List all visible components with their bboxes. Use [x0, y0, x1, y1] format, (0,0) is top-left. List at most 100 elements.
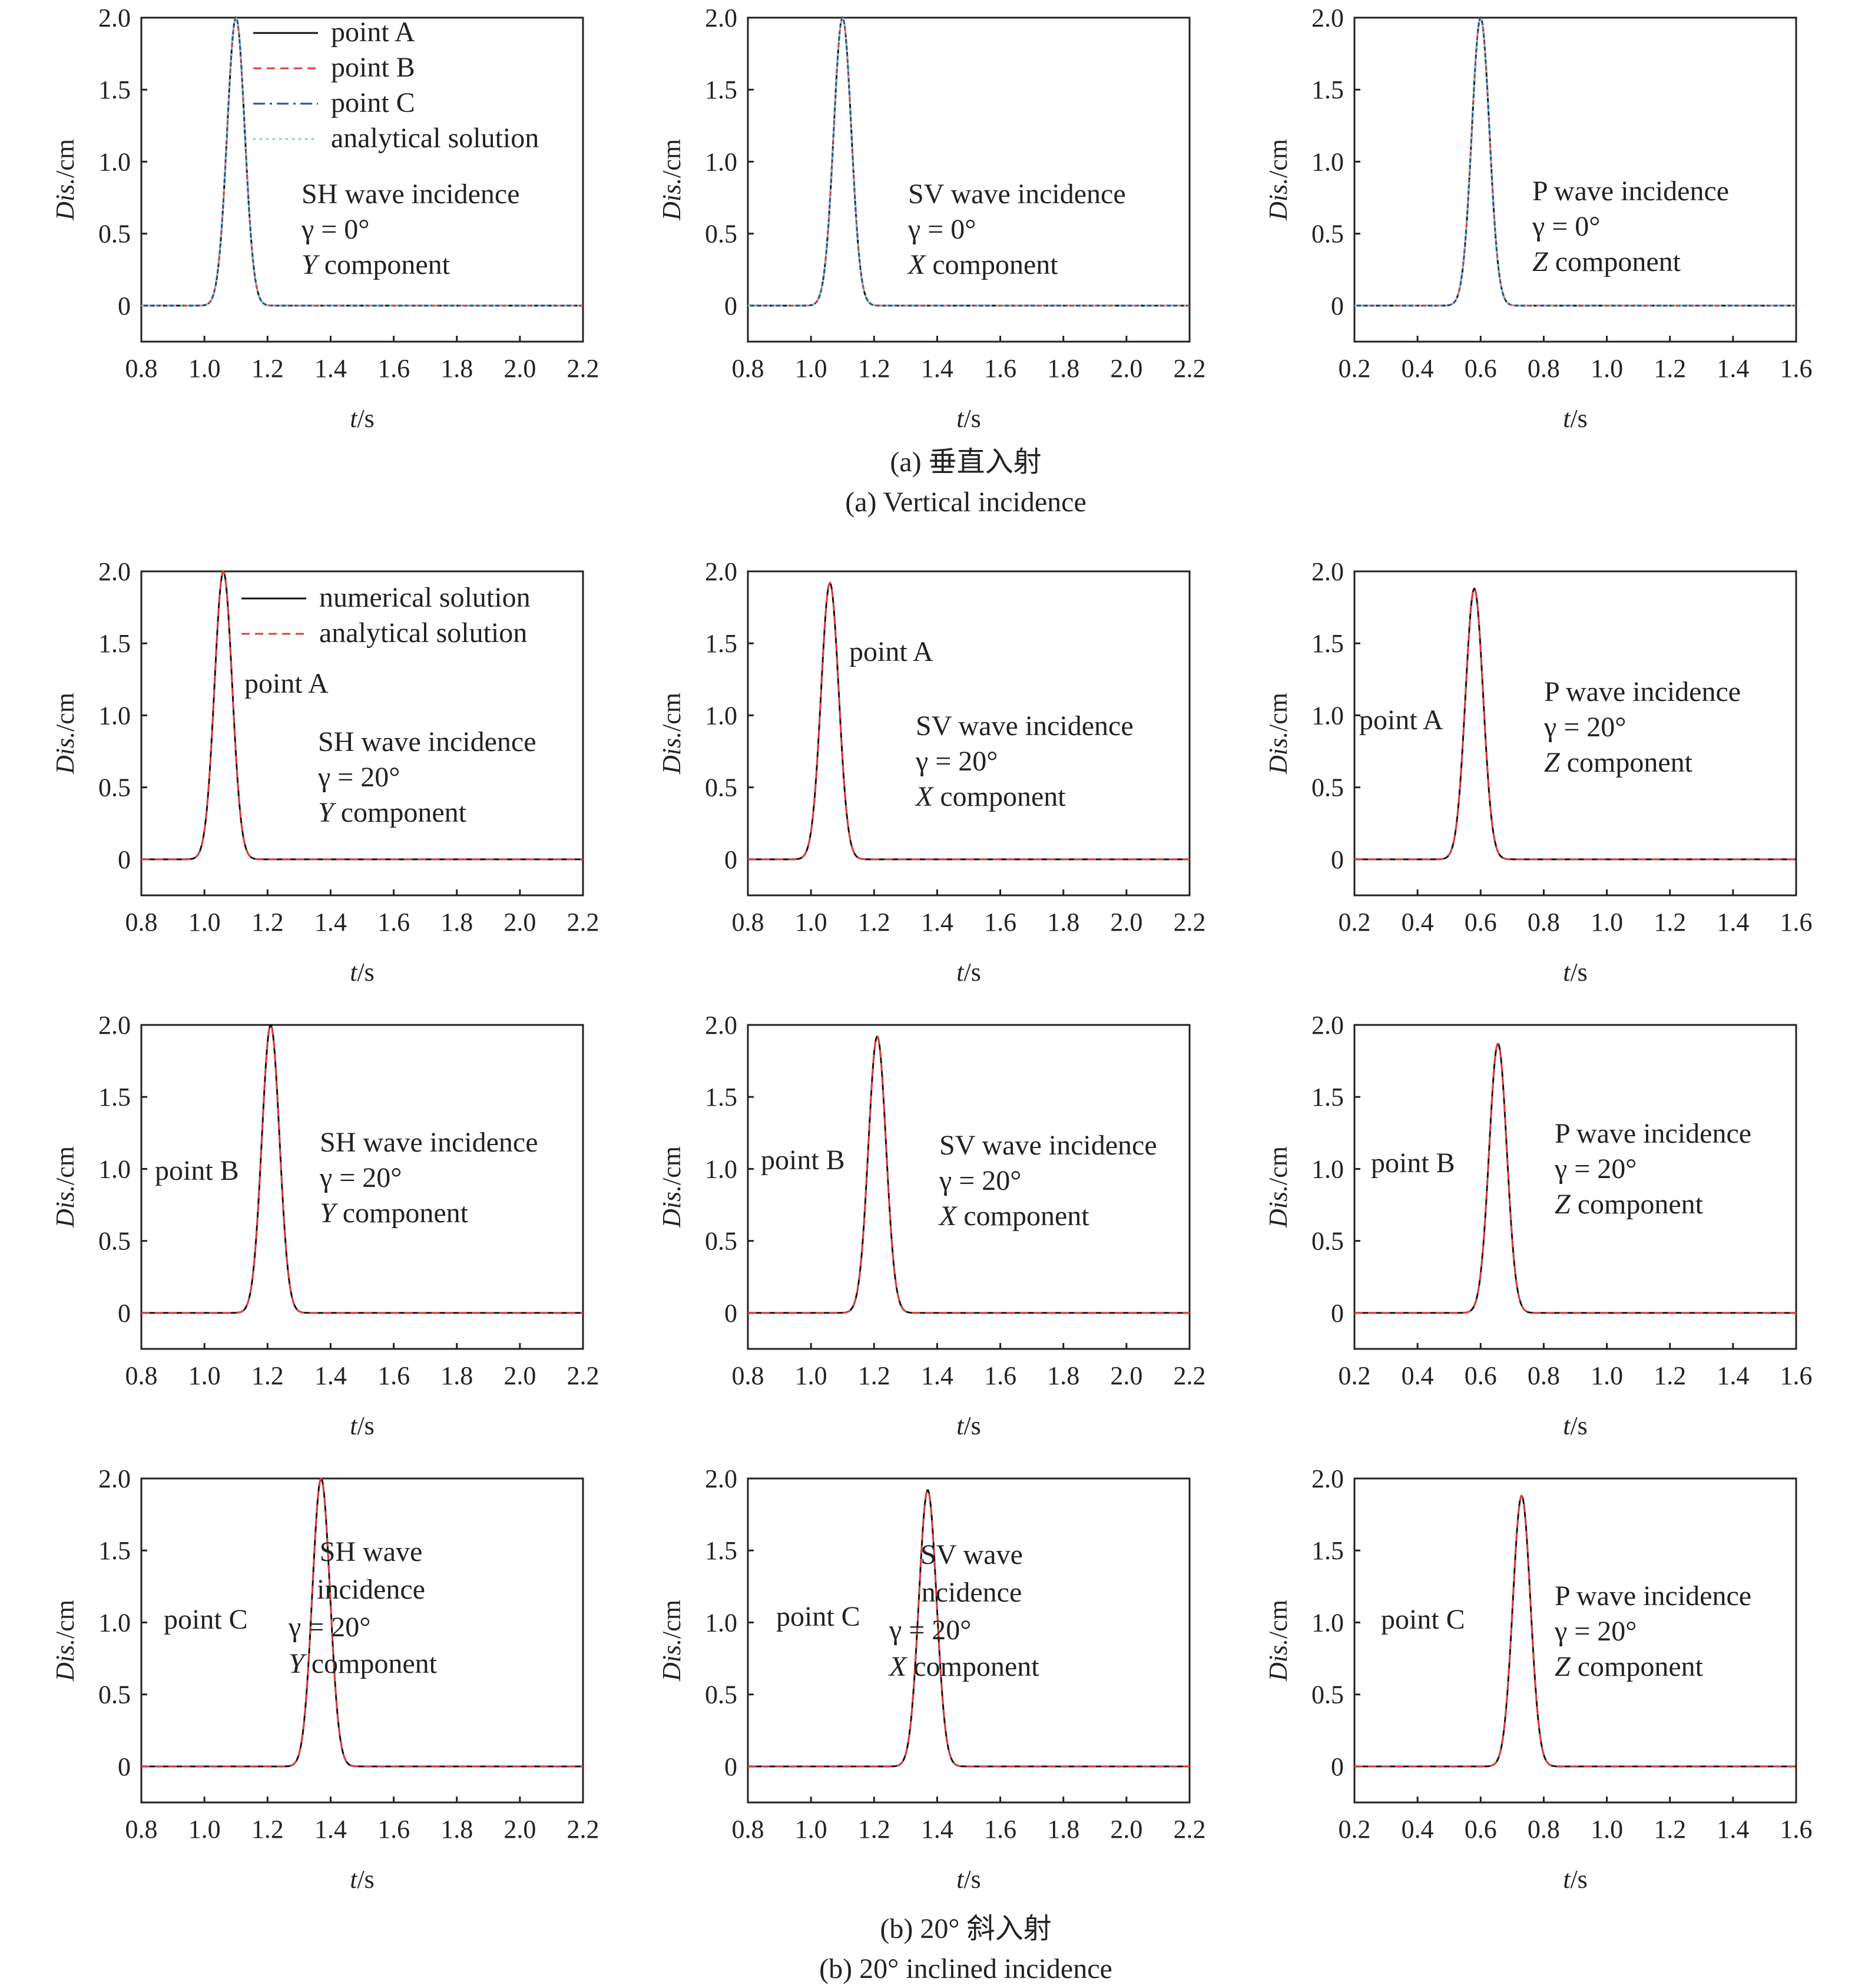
- x-tick-label: 1.2: [251, 354, 284, 383]
- x-axis-label: t/s: [1563, 1865, 1588, 1894]
- series-line-2: [141, 16, 583, 307]
- x-tick-label: 0.8: [1528, 1815, 1560, 1844]
- y-tick-label: 1.0: [98, 1155, 131, 1183]
- x-tick-label: 1.2: [251, 908, 284, 937]
- point-label: point A: [849, 636, 933, 667]
- y-tick-label: 2.0: [1311, 1464, 1344, 1493]
- series-line-2: [1354, 1043, 1796, 1314]
- x-tick-label: 0.8: [1528, 1361, 1560, 1390]
- y-tick-label: 0: [724, 845, 737, 874]
- legend-label: point A: [331, 16, 415, 48]
- y-tick-label: 1.0: [1311, 147, 1344, 176]
- x-tick-label: 0.6: [1465, 1361, 1497, 1390]
- gamma-label: γ = 20°: [288, 1612, 370, 1643]
- y-tick-label: 0: [118, 1752, 131, 1781]
- x-tick-label: 0.8: [1528, 908, 1560, 937]
- y-tick-label: 2.0: [1311, 557, 1344, 586]
- x-tick-label: 1.2: [1654, 1815, 1686, 1844]
- y-tick-label: 1.5: [705, 1536, 737, 1565]
- y-tick-label: 0: [1331, 292, 1344, 320]
- panel-6: 0.2 0.4 0.6 0.8 1.0 1.2 1.4 1.6 0 0.5 1.0 1.5 2.0 Dis…: [1264, 557, 1813, 987]
- annotation: SV wave incidence γ = 20° X component: [938, 1130, 1157, 1232]
- series-line-2: [141, 1477, 583, 1768]
- y-tick-label: 1.0: [98, 701, 131, 730]
- x-tick-label: 1.6: [1780, 354, 1813, 383]
- plot-frame: [1353, 1024, 1797, 1350]
- x-tick-label: 1.8: [440, 1815, 473, 1844]
- x-tick-label: 2.0: [1110, 1815, 1142, 1844]
- annotation: P wave incidence γ = 20° Z component: [1554, 1580, 1751, 1682]
- y-tick-label: 2.0: [1311, 4, 1344, 32]
- y-tick-label: 0.5: [1311, 220, 1344, 249]
- x-tick-label: 0.8: [125, 1815, 158, 1844]
- annotation: SH wave incidence γ = 0° Y component: [301, 178, 520, 280]
- caption-b-en: (b) 20° inclined incidence: [819, 1953, 1112, 1984]
- x-tick-label: 1.2: [858, 1361, 890, 1390]
- x-tick-label: 1.2: [858, 908, 890, 937]
- plot-frame: [747, 16, 1191, 343]
- x-tick-label: 2.2: [1174, 354, 1206, 383]
- x-axis-label: t/s: [350, 404, 375, 433]
- y-tick-label: 0: [1331, 845, 1344, 874]
- y-tick-label: 0: [118, 1299, 131, 1328]
- x-tick-label: 1.8: [1047, 908, 1079, 937]
- component-label: X component: [907, 249, 1058, 280]
- plot-frame: [1353, 16, 1797, 343]
- legend-label: point C: [331, 87, 415, 118]
- x-tick-label: 1.6: [1780, 1361, 1813, 1390]
- y-tick-label: 1.5: [705, 1083, 737, 1112]
- wave-label: SH wave: [320, 1536, 423, 1567]
- panel-9: 0.2 0.4 0.6 0.8 1.0 1.2 1.4 1.6 0 0.5 1.0 1.5 2.0 Dis…: [1264, 1011, 1813, 1440]
- y-tick-label: 2.0: [705, 557, 737, 586]
- x-tick-label: 1.6: [984, 354, 1016, 383]
- y-axis-label: Dis./cm: [657, 139, 686, 221]
- x-tick-label: 1.6: [377, 1815, 410, 1844]
- x-axis-label: t/s: [956, 1411, 981, 1440]
- y-tick-label: 2.0: [98, 1464, 131, 1493]
- series-line-2: [748, 1036, 1190, 1314]
- x-tick-label: 1.4: [1717, 354, 1749, 383]
- x-tick-label: 1.6: [377, 354, 410, 383]
- caption-a-en: (a) Vertical incidence: [845, 487, 1086, 518]
- plot-frame: [1353, 1477, 1797, 1804]
- series-line-2: [1354, 1494, 1796, 1768]
- y-tick-label: 0.5: [705, 1227, 737, 1256]
- x-tick-label: 1.0: [1591, 354, 1623, 383]
- x-tick-label: 1.2: [858, 354, 890, 383]
- y-tick-label: 2.0: [98, 4, 131, 32]
- gamma-label: γ = 20°: [915, 746, 998, 777]
- panel-11: 0.8 1.0 1.2 1.4 1.6 1.8 2.0 2.2 0 0.5 1.0 1.5 2.0 Dis…: [657, 1464, 1206, 1894]
- y-tick-label: 1.5: [1311, 75, 1344, 104]
- x-tick-label: 1.4: [921, 1815, 953, 1844]
- annotation: SH wave incidence γ = 20° Y component: [288, 1536, 438, 1679]
- plot-frame: [140, 16, 584, 343]
- y-tick-label: 2.0: [98, 557, 131, 586]
- x-tick-label: 1.4: [1717, 1361, 1749, 1390]
- x-axis-label: t/s: [1563, 958, 1588, 987]
- x-tick-label: 0.2: [1339, 1361, 1371, 1390]
- wave-label: SH wave incidence: [318, 726, 536, 758]
- point-label: point B: [761, 1144, 845, 1176]
- legend-label: analytical solution: [319, 617, 527, 649]
- x-tick-label: 0.8: [125, 1361, 158, 1390]
- plot-frame: [140, 1477, 584, 1804]
- wave-label: P wave incidence: [1555, 1118, 1751, 1149]
- x-tick-label: 1.6: [984, 1815, 1016, 1844]
- y-tick-label: 1.0: [705, 1608, 737, 1637]
- x-tick-label: 2.2: [1174, 1815, 1206, 1844]
- y-tick-label: 1.5: [98, 75, 131, 104]
- x-tick-label: 1.2: [1654, 354, 1686, 383]
- legend-label: numerical solution: [319, 582, 531, 613]
- x-tick-label: 1.4: [921, 354, 953, 383]
- x-tick-label: 1.4: [314, 354, 347, 383]
- x-tick-label: 2.2: [1174, 1361, 1206, 1390]
- panel-4: 0.8 1.0 1.2 1.4 1.6 1.8 2.0 2.2 0 0.5 1.0 1.5 2.0 Dis…: [51, 557, 599, 987]
- y-tick-label: 1.5: [705, 629, 737, 658]
- component-label: Y component: [302, 249, 450, 280]
- x-axis-label: t/s: [1563, 1411, 1588, 1440]
- x-tick-label: 0.6: [1465, 1815, 1497, 1844]
- y-tick-label: 0: [724, 292, 737, 320]
- x-tick-label: 1.2: [251, 1815, 284, 1844]
- x-tick-label: 1.2: [1654, 908, 1686, 937]
